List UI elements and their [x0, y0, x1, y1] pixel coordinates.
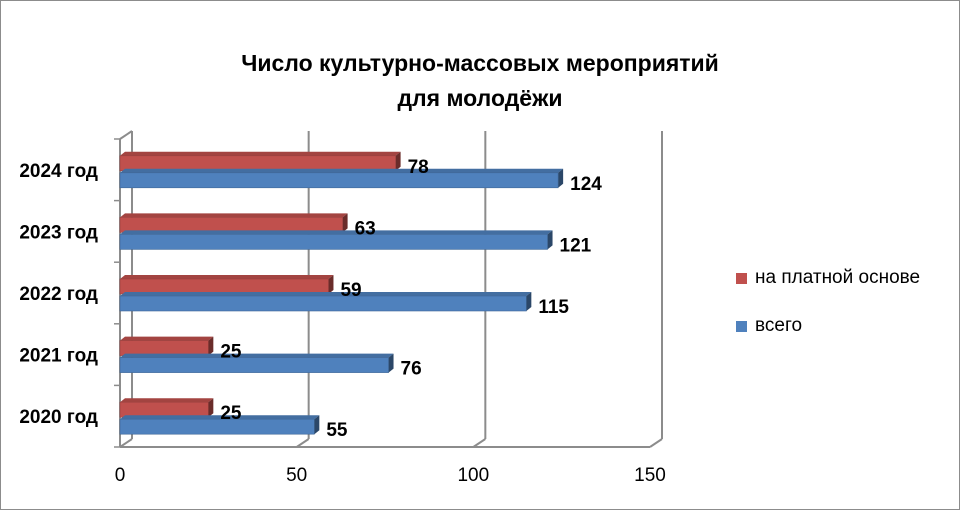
- x-tick-label-0: 0: [115, 465, 126, 486]
- bar-side: [526, 292, 532, 311]
- data-label: 59: [340, 280, 361, 301]
- legend-label-total: всего: [755, 315, 803, 336]
- floor-edge-50: [296, 438, 310, 448]
- legend-swatch-total: [736, 320, 747, 332]
- chart-title: Число культурно-массовых мероприятий для…: [150, 46, 810, 116]
- bar-total: [119, 172, 559, 189]
- bar-top: [120, 151, 401, 156]
- bar-total: [119, 295, 527, 312]
- data-label: 121: [560, 235, 592, 256]
- legend-item-total: всего: [736, 314, 920, 338]
- bar-top: [120, 292, 532, 296]
- data-label: 25: [220, 403, 242, 424]
- bar-top: [120, 213, 348, 218]
- bar-top: [120, 230, 553, 235]
- bar-side: [558, 168, 564, 188]
- legend-item-paid: на платной основе: [736, 266, 920, 290]
- bar-top: [120, 415, 320, 420]
- category-label: 2021 год: [19, 346, 98, 367]
- data-label: 115: [538, 297, 569, 318]
- bar-paid: [119, 155, 396, 172]
- data-label: 76: [401, 359, 422, 380]
- x-tick-label-100: 100: [457, 465, 489, 486]
- bar-side: [388, 353, 394, 373]
- bar-side: [208, 398, 214, 418]
- legend-label-paid: на платной основе: [755, 267, 921, 288]
- floor-edge-150: [649, 438, 663, 448]
- bar-side: [328, 275, 334, 294]
- bar-top: [120, 353, 394, 358]
- bar-total: [119, 418, 315, 435]
- bars: [119, 151, 564, 435]
- bar-top: [120, 275, 334, 279]
- x-tick-label-50: 50: [286, 465, 307, 486]
- bar-paid: [119, 340, 209, 356]
- chart-title-line-1: Число культурно-массовых мероприятий: [241, 50, 719, 76]
- y-axis-top-edge: [119, 130, 133, 140]
- bar-side: [314, 415, 320, 435]
- bar-paid: [119, 278, 329, 295]
- x-tick-label-150: 150: [634, 465, 666, 486]
- bar-paid: [119, 401, 209, 418]
- bar-paid: [119, 217, 343, 233]
- bar-side: [342, 213, 348, 233]
- category-label: 2024 год: [19, 161, 98, 182]
- bar-total: [119, 234, 548, 250]
- chart-title-line-2: для молодёжи: [397, 85, 563, 111]
- floor-edge-0: [119, 438, 133, 448]
- legend-swatch-paid: [736, 272, 747, 284]
- bar-top: [120, 398, 214, 403]
- data-label: 25: [220, 342, 242, 363]
- bar-total: [119, 357, 389, 373]
- legend: на платной основе всего: [736, 266, 920, 362]
- data-label: 78: [408, 157, 429, 178]
- bar-top: [120, 336, 214, 341]
- bar-side: [547, 230, 553, 250]
- floor-edge-100: [472, 438, 486, 448]
- data-label: 55: [326, 420, 348, 441]
- bar-side: [208, 336, 214, 356]
- bar-side: [395, 151, 401, 171]
- data-label: 124: [570, 174, 602, 195]
- category-label: 2020 год: [19, 407, 98, 428]
- labels: 0 50 100 150 2024 год 78 124 2023 год 63 121 2022 …: [19, 157, 665, 486]
- category-label: 2022 год: [19, 284, 98, 305]
- bar-top: [120, 168, 564, 173]
- data-label: 63: [355, 218, 376, 239]
- category-label: 2023 год: [19, 222, 98, 243]
